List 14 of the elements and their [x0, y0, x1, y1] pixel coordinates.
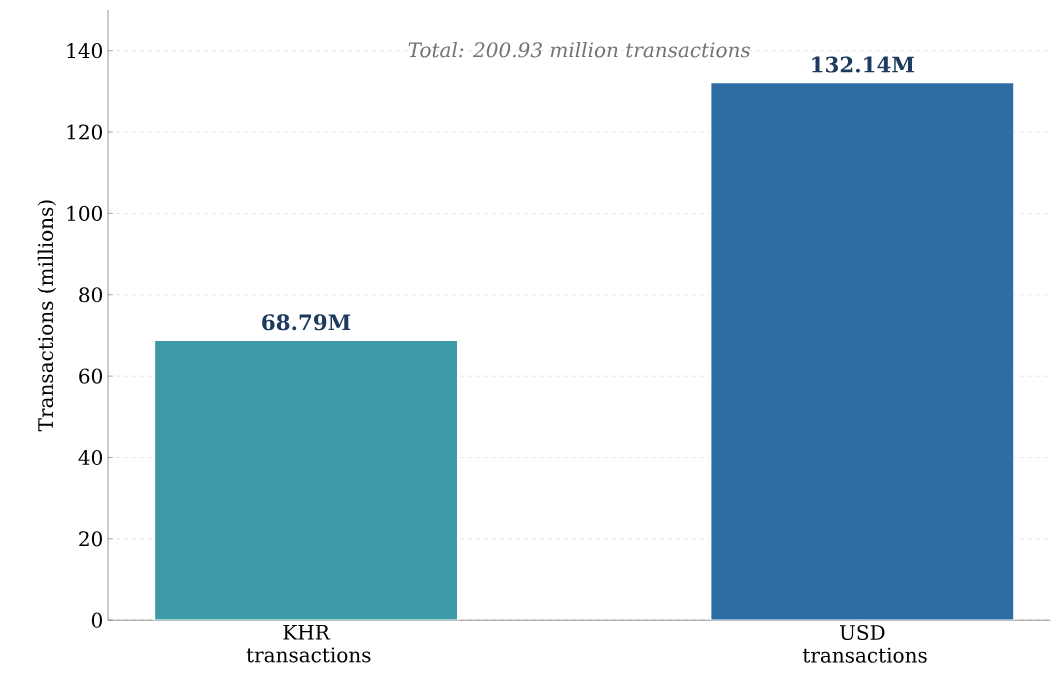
data-label: 68.79M	[262, 314, 351, 331]
x-tick-label: USD transactions	[802, 625, 927, 663]
y-tick-label: 60	[79, 368, 102, 384]
y-tick-label: 100	[67, 206, 102, 222]
annotation: Total: 200.93 million transactions	[408, 42, 750, 58]
y-tick-label: 80	[79, 287, 102, 303]
data-label: 132.14M	[812, 56, 914, 73]
y-tick-label: 140	[67, 43, 102, 59]
y-axis-title: Transactions (millions)	[37, 200, 56, 432]
y-tick-label: 40	[78, 450, 102, 466]
y-tick-label: 20	[79, 531, 102, 547]
x-tick-label: KHR transactions	[246, 625, 371, 663]
y-tick-label: 0	[91, 612, 102, 628]
y-tick-label: 120	[67, 124, 102, 140]
